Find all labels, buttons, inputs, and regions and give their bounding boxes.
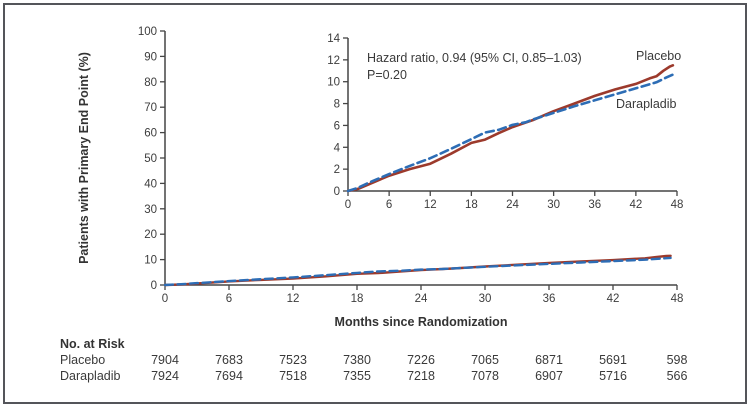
y-tick-label: 60 — [144, 128, 157, 140]
risk-value: 7078 — [471, 369, 499, 383]
x-tick-label: 6 — [386, 199, 392, 211]
risk-value: 7226 — [407, 353, 435, 367]
y-tick-label: 90 — [144, 51, 157, 63]
inset-curves — [346, 64, 675, 193]
risk-value: 6871 — [535, 353, 563, 367]
x-tick-label: 6 — [226, 293, 232, 305]
p-value-annotation: P=0.20 — [367, 68, 407, 82]
risk-value: 6907 — [535, 369, 563, 383]
risk-value: 7904 — [151, 353, 179, 367]
y-tick-label: 100 — [138, 26, 157, 38]
x-tick-label: 0 — [162, 293, 168, 305]
x-tick-label: 42 — [607, 293, 620, 305]
y-tick-label: 10 — [144, 255, 157, 267]
x-tick-label: 18 — [351, 293, 364, 305]
y-tick-label: 70 — [144, 102, 157, 114]
x-axis-title: Months since Randomization — [335, 315, 508, 329]
y-axis-title: Patients with Primary End Point (%) — [77, 52, 91, 264]
x-tick-label: 42 — [629, 199, 642, 211]
y-tick-label: 80 — [144, 77, 157, 89]
risk-value: 7380 — [343, 353, 371, 367]
y-tick-label: 4 — [334, 142, 341, 154]
x-tick-label: 12 — [424, 199, 437, 211]
y-tick-label: 0 — [334, 186, 340, 198]
x-tick-label: 36 — [588, 199, 601, 211]
risk-value: 7065 — [471, 353, 499, 367]
x-tick-label: 30 — [547, 199, 560, 211]
risk-value: 566 — [667, 369, 688, 383]
y-tick-label: 10 — [327, 77, 340, 89]
risk-table-values: 7904 7683 7523 7380 7226 7065 6871 5691 598 7924 7… — [151, 353, 687, 383]
risk-table-title: No. at Risk — [60, 337, 125, 351]
risk-value: 5691 — [599, 353, 627, 367]
risk-value: 7523 — [279, 353, 307, 367]
y-tick-label: 40 — [144, 178, 157, 190]
placebo-curve-label: Placebo — [636, 49, 681, 63]
risk-row-label-darapladib: Darapladib — [60, 369, 121, 383]
y-tick-label: 50 — [144, 153, 157, 165]
x-tick-label: 24 — [506, 199, 519, 211]
risk-value: 7218 — [407, 369, 435, 383]
x-tick-label: 48 — [671, 199, 684, 211]
x-tick-label: 24 — [415, 293, 428, 305]
risk-value: 5716 — [599, 369, 627, 383]
risk-value: 598 — [667, 353, 688, 367]
risk-row-label-placebo: Placebo — [60, 353, 105, 367]
risk-value: 7683 — [215, 353, 243, 367]
risk-value: 7694 — [215, 369, 243, 383]
risk-value: 7355 — [343, 369, 371, 383]
x-tick-label: 30 — [479, 293, 492, 305]
y-tick-label: 12 — [327, 55, 340, 67]
risk-value: 7518 — [279, 369, 307, 383]
x-tick-label: 18 — [465, 199, 478, 211]
y-tick-label: 14 — [327, 33, 340, 45]
x-tick-label: 12 — [287, 293, 300, 305]
hazard-ratio-annotation: Hazard ratio, 0.94 (95% CI, 0.85–1.03) — [367, 51, 582, 65]
x-tick-label: 48 — [671, 293, 684, 305]
y-tick-label: 2 — [334, 164, 340, 176]
x-tick-label: 0 — [345, 199, 351, 211]
darapladib-curve-label: Darapladib — [616, 97, 677, 111]
darapladib-curve — [346, 73, 675, 193]
y-tick-label: 0 — [151, 280, 157, 292]
y-tick-label: 20 — [144, 229, 157, 241]
y-tick-label: 30 — [144, 204, 157, 216]
y-tick-label: 6 — [334, 120, 340, 132]
darapladib-curve — [163, 256, 672, 287]
y-tick-label: 8 — [334, 99, 340, 111]
x-tick-label: 36 — [543, 293, 556, 305]
risk-value: 7924 — [151, 369, 179, 383]
main-curves — [163, 254, 672, 287]
